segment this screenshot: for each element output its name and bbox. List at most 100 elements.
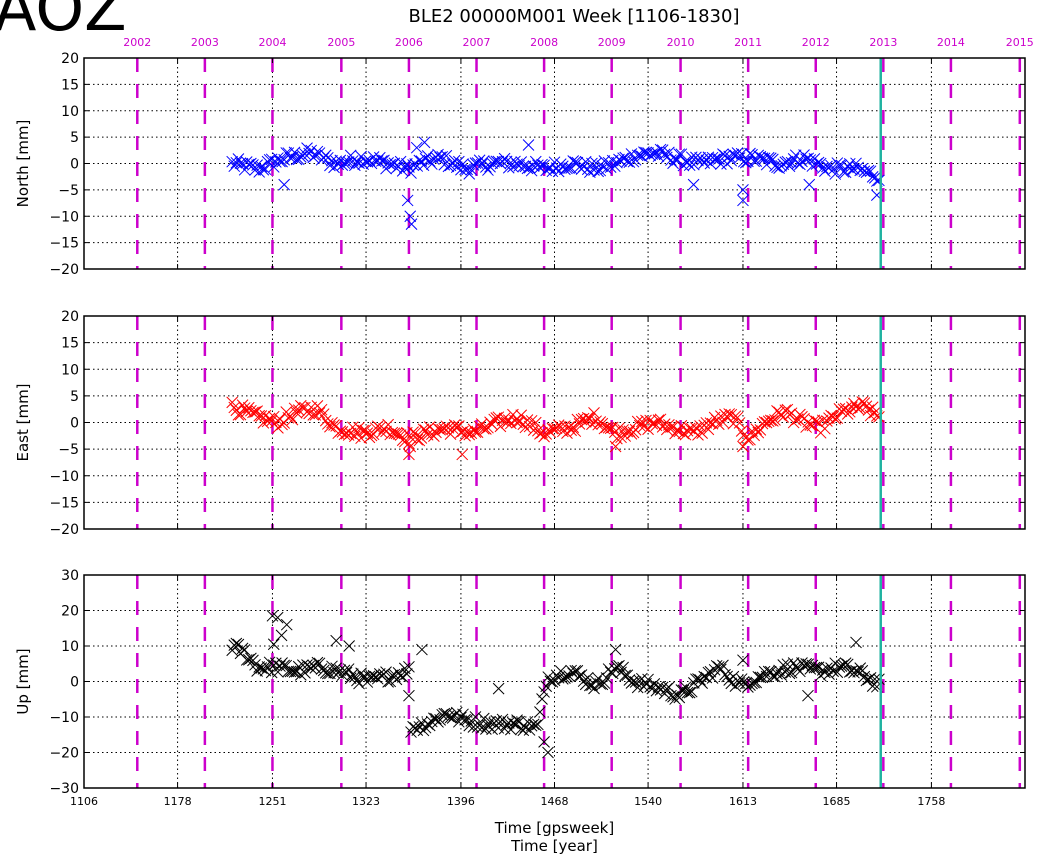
data-point — [349, 670, 361, 683]
data-point — [475, 721, 488, 734]
data-point — [638, 146, 650, 158]
data-point — [868, 172, 881, 184]
data-point — [696, 427, 709, 439]
data-point — [829, 413, 842, 425]
data-point — [675, 148, 688, 161]
data-point — [536, 693, 548, 705]
year-tick-label: 2013 — [869, 36, 897, 49]
data-point — [671, 424, 684, 437]
data-point — [394, 670, 407, 682]
data-point — [502, 414, 515, 426]
data-point — [416, 643, 428, 656]
data-point — [810, 661, 823, 674]
data-point — [313, 147, 326, 159]
panel-frame — [83, 315, 1026, 530]
data-point — [540, 428, 553, 440]
data-point — [561, 162, 573, 175]
year-tick-label: 2004 — [258, 36, 286, 49]
data-point — [456, 448, 469, 461]
x-tick-label: 1396 — [447, 795, 475, 808]
data-point — [873, 673, 885, 686]
data-point — [808, 414, 821, 427]
data-point — [710, 152, 723, 165]
data-point — [802, 689, 814, 702]
data-point — [642, 673, 654, 686]
data-point — [434, 423, 446, 436]
data-point — [440, 149, 453, 162]
data-point — [829, 168, 842, 180]
data-point — [862, 164, 875, 177]
x-tick-label: 1323 — [352, 795, 380, 808]
data-point — [646, 417, 659, 430]
data-point — [400, 668, 413, 680]
x-tick-label: 1540 — [634, 795, 662, 808]
data-point — [673, 691, 686, 704]
data-point — [490, 155, 503, 168]
data-point — [873, 174, 885, 187]
data-point — [804, 154, 817, 166]
data-point — [767, 415, 779, 427]
data-point — [648, 147, 661, 160]
data-point — [794, 158, 806, 171]
data-point — [816, 414, 829, 427]
data-point — [286, 413, 299, 426]
data-point — [365, 670, 378, 683]
data-point — [852, 161, 864, 174]
data-point — [525, 164, 538, 177]
data-point — [669, 427, 681, 440]
data-point — [529, 719, 542, 732]
data-point — [253, 661, 266, 673]
data-point — [831, 412, 844, 425]
y-tick-label: 15 — [61, 77, 79, 93]
data-point — [681, 686, 694, 699]
data-point — [806, 160, 819, 172]
data-point — [259, 664, 272, 677]
data-point — [764, 152, 777, 165]
data-point — [255, 410, 268, 422]
data-point — [712, 418, 725, 431]
data-point — [542, 746, 554, 759]
data-point — [808, 661, 821, 674]
data-point — [590, 157, 602, 170]
data-point — [410, 141, 423, 154]
data-point — [692, 429, 704, 441]
data-point — [249, 658, 261, 671]
data-point — [288, 666, 301, 678]
data-point — [330, 155, 342, 168]
data-point — [821, 415, 833, 427]
data-point — [565, 664, 577, 677]
y-tick-label: 0 — [70, 416, 79, 432]
data-point — [590, 415, 602, 428]
year-tick-label: 2014 — [937, 36, 965, 49]
data-point — [725, 154, 738, 167]
data-point — [729, 410, 742, 423]
data-point — [403, 660, 415, 673]
data-point — [521, 162, 534, 175]
data-point — [534, 706, 546, 718]
data-point — [284, 665, 297, 678]
data-point — [735, 147, 748, 160]
data-point — [346, 155, 359, 167]
data-point — [581, 411, 594, 424]
data-point — [230, 637, 243, 650]
data-point — [407, 426, 419, 438]
data-point — [569, 156, 582, 168]
data-point — [748, 155, 760, 168]
data-point — [342, 156, 355, 168]
data-point — [286, 665, 299, 678]
data-point — [275, 629, 288, 642]
data-point — [525, 414, 538, 427]
y-tick-label: 0 — [70, 157, 79, 173]
y-axis-label: North [mm] — [14, 120, 32, 208]
year-tick-label: 2010 — [667, 36, 695, 49]
data-point — [690, 422, 702, 434]
data-point — [717, 659, 729, 672]
data-point — [858, 397, 871, 409]
data-point — [737, 184, 749, 196]
data-point — [546, 422, 559, 435]
data-point — [461, 163, 474, 176]
data-point — [521, 414, 534, 426]
data-point — [288, 146, 301, 159]
data-point — [577, 412, 590, 425]
data-point — [404, 210, 417, 223]
